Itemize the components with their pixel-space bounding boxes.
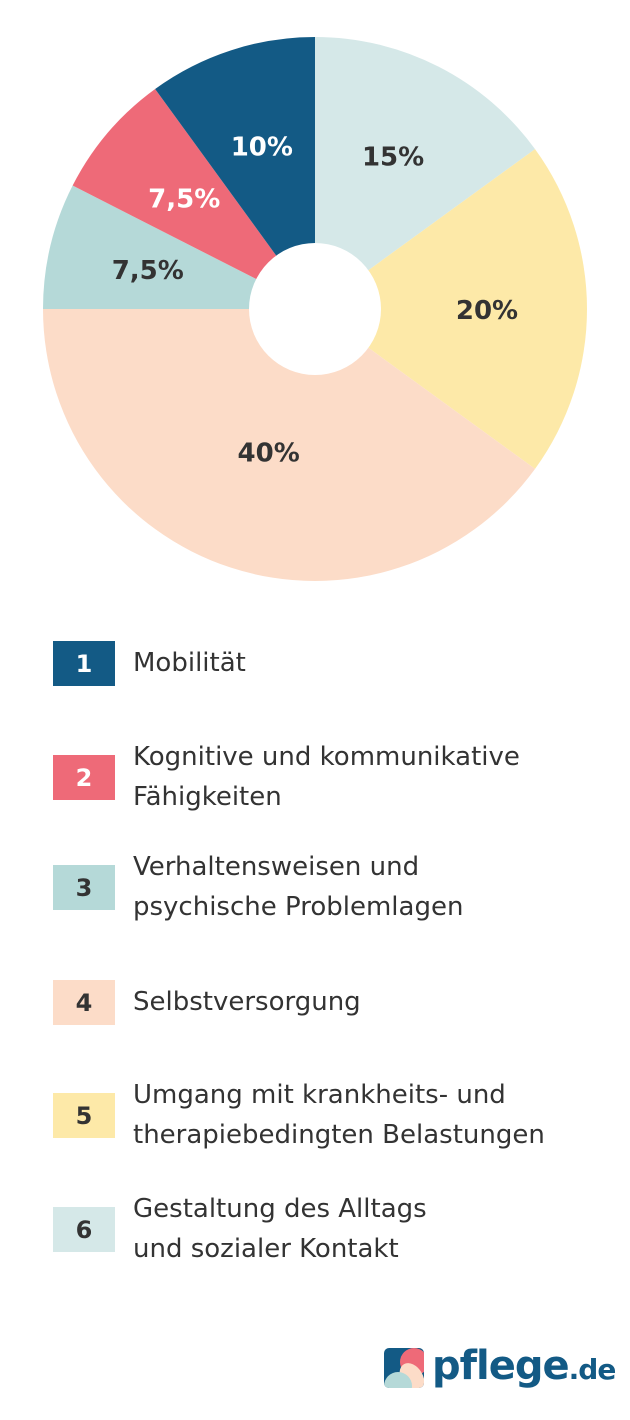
- legend-number: 1: [75, 649, 93, 678]
- legend-swatch: 4: [53, 980, 115, 1025]
- donut-hole: [249, 243, 381, 375]
- slice-label-3: 7,5%: [112, 256, 184, 286]
- donut-chart: 15% 20% 40% 7,5% 7,5% 10%: [43, 37, 587, 581]
- legend-swatch: 5: [53, 1093, 115, 1138]
- pie-slice-2: [72, 88, 315, 309]
- legend-swatch: 2: [53, 755, 115, 800]
- slice-label-5: 20%: [456, 296, 518, 326]
- slice-label-6: 15%: [362, 143, 424, 173]
- legend-label: Selbstversorgung: [133, 987, 361, 1017]
- slice-label-2: 7,5%: [148, 184, 220, 214]
- legend-label: Kognitive und kommunikative Fähigkeiten: [133, 742, 520, 812]
- legend-label: Mobilität: [133, 648, 246, 678]
- pie-slice-5: [315, 149, 587, 469]
- logo-wordmark: pflege.de: [432, 1343, 616, 1389]
- pie-slice-3: [43, 185, 315, 309]
- legend-label: Gestaltung des Alltags und sozialer Kont…: [133, 1194, 427, 1264]
- legend-swatch: 1: [53, 641, 115, 686]
- legend-number: 4: [75, 988, 93, 1017]
- pflege-logo: pflege.de: [384, 1343, 616, 1390]
- legend-swatch: 3: [53, 865, 115, 910]
- slice-label-4: 40%: [238, 439, 300, 469]
- legend-number: 3: [75, 873, 93, 902]
- legend-number: 2: [75, 763, 93, 792]
- pie-slice-4: [43, 309, 536, 581]
- slice-label-1: 10%: [231, 132, 293, 162]
- legend-swatch: 6: [53, 1207, 115, 1252]
- legend-number: 6: [75, 1215, 93, 1244]
- pie-slice-6: [315, 37, 536, 309]
- legend-label: Verhaltensweisen und psychische Probleml…: [133, 852, 464, 922]
- pie-slice-1: [155, 37, 315, 309]
- legend-label: Umgang mit krankheits- und therapiebedin…: [133, 1080, 545, 1150]
- logo-mark-icon: [384, 1348, 424, 1388]
- legend-number: 5: [75, 1101, 93, 1130]
